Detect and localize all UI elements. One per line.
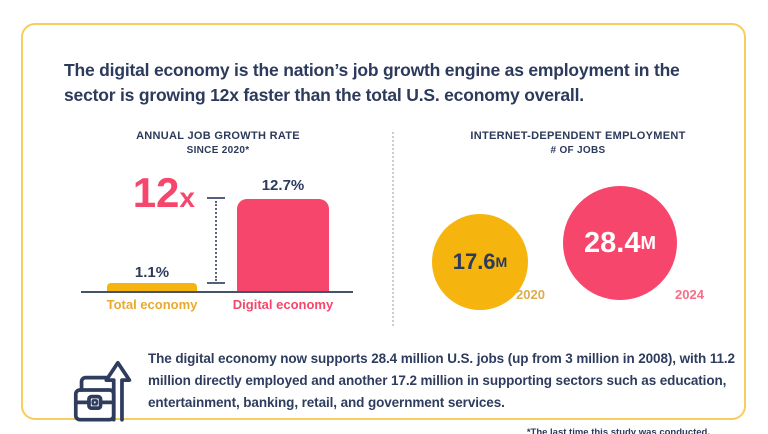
summary-paragraph: The digital economy now supports 28.4 mi… xyxy=(148,351,735,410)
bar-chart-title: ANNUAL JOB GROWTH RATE xyxy=(136,130,300,142)
growth-multiplier-label: 12x xyxy=(119,172,195,223)
year-label-2024: 2024 xyxy=(675,287,704,302)
bar-total-economy xyxy=(107,283,197,292)
axis-baseline xyxy=(81,291,353,293)
multiplier-number: 12 xyxy=(132,169,180,216)
year-label-2020: 2020 xyxy=(516,287,545,302)
bubble-2024: 28.4 M xyxy=(563,186,677,300)
headline: The digital economy is the nation’s job … xyxy=(64,60,680,105)
category-label-total-economy: Total economy xyxy=(106,297,198,312)
bubble-2020-value: 17.6 xyxy=(452,249,496,274)
bubble-2024-suffix: M xyxy=(640,232,656,253)
digital-economy-value: 12.7% xyxy=(261,177,305,194)
section-divider xyxy=(392,132,394,326)
multiplier-suffix: x xyxy=(179,182,195,213)
briefcase-growth-icon xyxy=(70,355,136,430)
measure-dotted-line xyxy=(215,201,217,281)
category-label-digital-economy: Digital economy xyxy=(232,297,334,312)
measure-bottom-cap xyxy=(207,282,225,284)
infographic-card: The digital economy is the nation’s job … xyxy=(21,23,746,434)
bubble-2020-suffix: M xyxy=(495,254,508,270)
footnote: *The last time this study was conducted. xyxy=(526,427,710,434)
total-economy-value: 1.1% xyxy=(134,264,170,281)
bubble-2020: 17.6 M xyxy=(432,214,528,310)
bar-digital-economy xyxy=(237,199,329,292)
measure-top-cap xyxy=(207,197,225,199)
bar-chart-subtitle: SINCE 2020* xyxy=(186,145,250,156)
bubble-chart-title: INTERNET-DEPENDENT EMPLOYMENT xyxy=(470,130,686,142)
bubble-chart-subtitle: # OF JOBS xyxy=(550,145,606,156)
bubble-2024-value: 28.4 xyxy=(584,226,641,259)
